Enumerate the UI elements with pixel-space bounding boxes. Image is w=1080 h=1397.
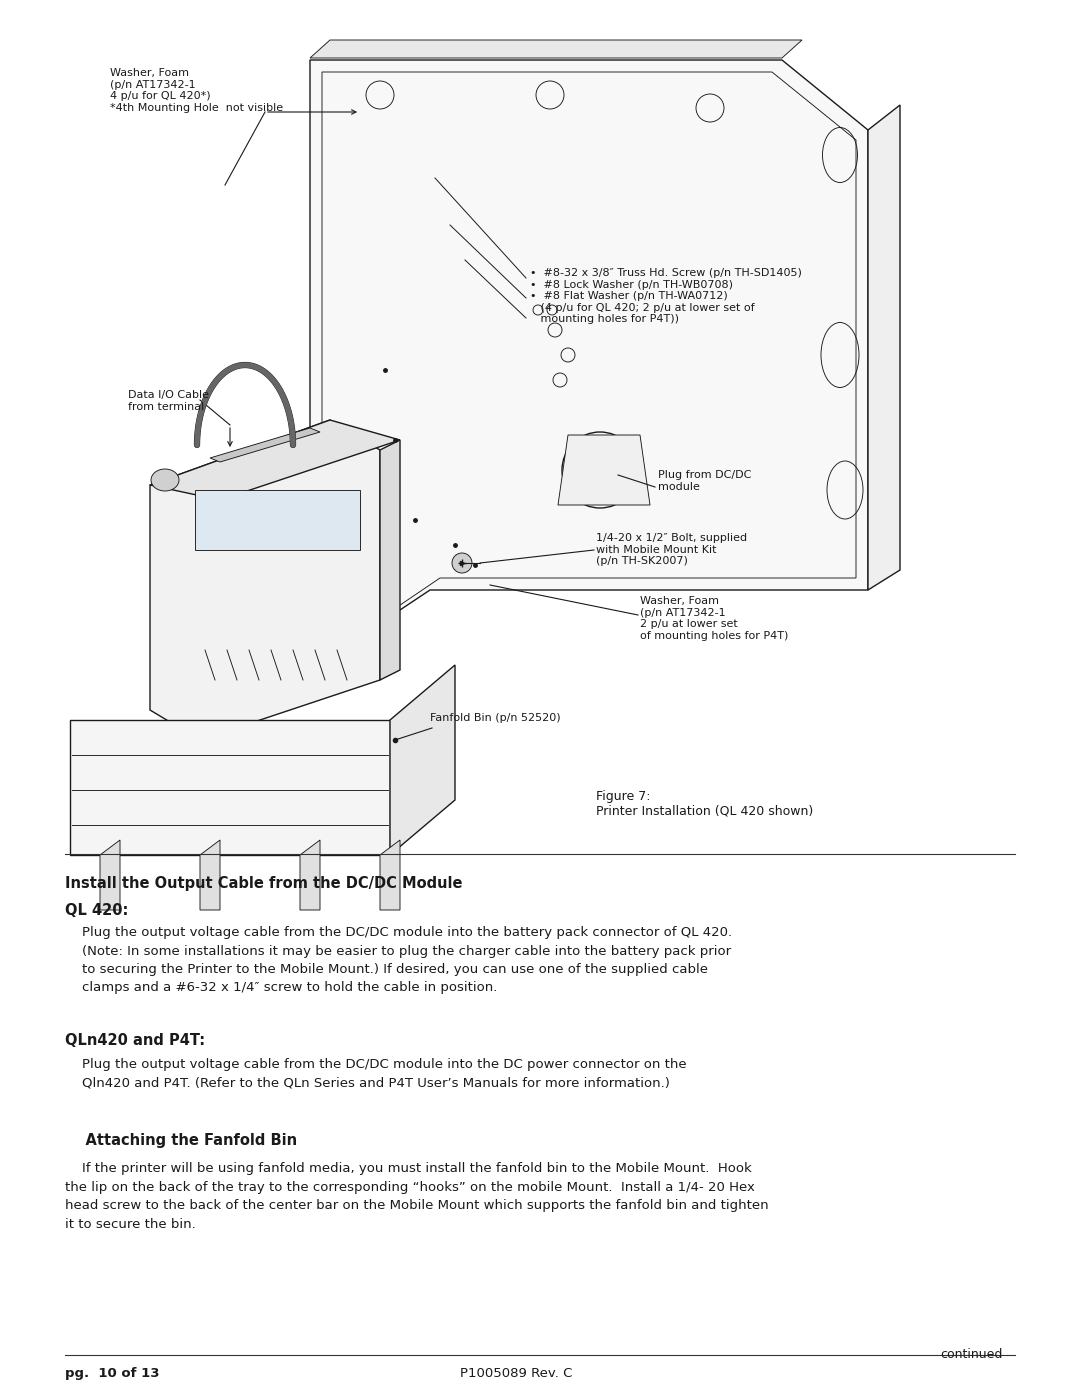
Polygon shape	[200, 840, 220, 909]
Text: •  #8-32 x 3/8″ Truss Hd. Screw (p/n TH-SD1405)
•  #8 Lock Washer (p/n TH-WB0708: • #8-32 x 3/8″ Truss Hd. Screw (p/n TH-S…	[530, 268, 801, 324]
Circle shape	[453, 553, 472, 573]
Text: 1/4-20 x 1/2″ Bolt, supplied
with Mobile Mount Kit
(p/n TH-SK2007): 1/4-20 x 1/2″ Bolt, supplied with Mobile…	[596, 534, 747, 566]
Text: P1005089 Rev. C: P1005089 Rev. C	[460, 1368, 572, 1380]
Text: Washer, Foam
(p/n AT17342-1
4 p/u for QL 420*)
*4th Mounting Hole  not visible: Washer, Foam (p/n AT17342-1 4 p/u for QL…	[110, 68, 283, 113]
Text: continued: continued	[940, 1348, 1002, 1361]
Text: Washer, Foam
(p/n AT17342-1
2 p/u at lower set
of mounting holes for P4T): Washer, Foam (p/n AT17342-1 2 p/u at low…	[640, 597, 788, 641]
Polygon shape	[558, 434, 650, 504]
Text: Fanfold Bin (p/n 52520): Fanfold Bin (p/n 52520)	[430, 712, 561, 724]
Text: Install the Output Cable from the DC/DC Module: Install the Output Cable from the DC/DC …	[65, 876, 462, 891]
Text: QLn420 and P4T:: QLn420 and P4T:	[65, 1032, 205, 1048]
Text: Plug from DC/DC
module: Plug from DC/DC module	[658, 469, 752, 492]
Text: Attaching the Fanfold Bin: Attaching the Fanfold Bin	[65, 1133, 297, 1148]
Text: Figure 7:
Printer Installation (QL 420 shown): Figure 7: Printer Installation (QL 420 s…	[596, 789, 813, 819]
Text: Data I/O Cable
from terminal: Data I/O Cable from terminal	[129, 390, 210, 412]
Polygon shape	[70, 719, 390, 855]
Text: If the printer will be using fanfold media, you must install the fanfold bin to : If the printer will be using fanfold med…	[65, 1162, 769, 1231]
Text: QL 420:: QL 420:	[65, 902, 129, 918]
Polygon shape	[310, 60, 868, 671]
Text: Plug the output voltage cable from the DC/DC module into the DC power connector : Plug the output voltage cable from the D…	[65, 1058, 687, 1090]
Polygon shape	[100, 840, 120, 909]
Text: Plug the output voltage cable from the DC/DC module into the battery pack connec: Plug the output voltage cable from the D…	[65, 926, 732, 995]
Polygon shape	[210, 427, 320, 462]
Polygon shape	[310, 41, 802, 59]
Text: pg.  10 of 13: pg. 10 of 13	[65, 1368, 160, 1380]
Polygon shape	[195, 490, 360, 550]
Polygon shape	[300, 840, 320, 909]
Ellipse shape	[151, 469, 179, 490]
Polygon shape	[868, 105, 900, 590]
Polygon shape	[150, 420, 380, 740]
Polygon shape	[150, 420, 400, 500]
Polygon shape	[380, 840, 400, 909]
Polygon shape	[390, 665, 455, 855]
Polygon shape	[380, 440, 400, 680]
